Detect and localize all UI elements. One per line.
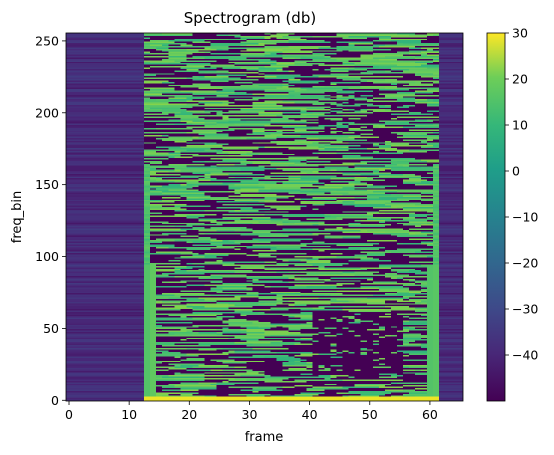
colorbar-tick-label: 30 xyxy=(512,26,528,41)
x-tick-label: 0 xyxy=(65,407,73,422)
chart-title: Spectrogram (db) xyxy=(184,9,316,27)
x-tick-label: 30 xyxy=(242,407,258,422)
y-tick-label: 150 xyxy=(35,177,59,192)
x-tick-label: 60 xyxy=(422,407,438,422)
y-tick-label: 50 xyxy=(43,321,59,336)
colorbar-tick-label: −40 xyxy=(512,348,538,363)
colorbar-tick-label: 20 xyxy=(512,72,528,87)
heatmap-area xyxy=(66,33,463,401)
y-tick-label: 200 xyxy=(35,105,59,120)
y-tick-label: 250 xyxy=(35,33,59,48)
colorbar-tick-label: 10 xyxy=(512,118,528,133)
heatmap-cells xyxy=(66,33,463,401)
x-tick-label: 40 xyxy=(302,407,318,422)
y-axis-label: freq_bin xyxy=(10,191,25,244)
colorbar-tick-label: 0 xyxy=(512,164,520,179)
x-tick-label: 10 xyxy=(121,407,137,422)
x-tick-label: 20 xyxy=(181,407,197,422)
colorbar-axis: 30 20 10 0 −10 −20 −30 −40 xyxy=(505,26,538,363)
y-tick-label: 100 xyxy=(35,249,59,264)
y-axis: 0 50 100 150 200 250 xyxy=(35,33,66,408)
x-axis-label: frame xyxy=(245,430,284,445)
y-tick-label: 0 xyxy=(51,393,59,408)
x-tick-label: 50 xyxy=(362,407,378,422)
colorbar xyxy=(486,32,506,402)
colorbar-tick-label: −30 xyxy=(512,302,538,317)
colorbar-tick-label: −10 xyxy=(512,210,538,225)
x-axis: 0 10 20 30 40 50 60 xyxy=(65,401,438,422)
colorbar-tick-label: −20 xyxy=(512,256,538,271)
plot-frame xyxy=(65,32,464,402)
